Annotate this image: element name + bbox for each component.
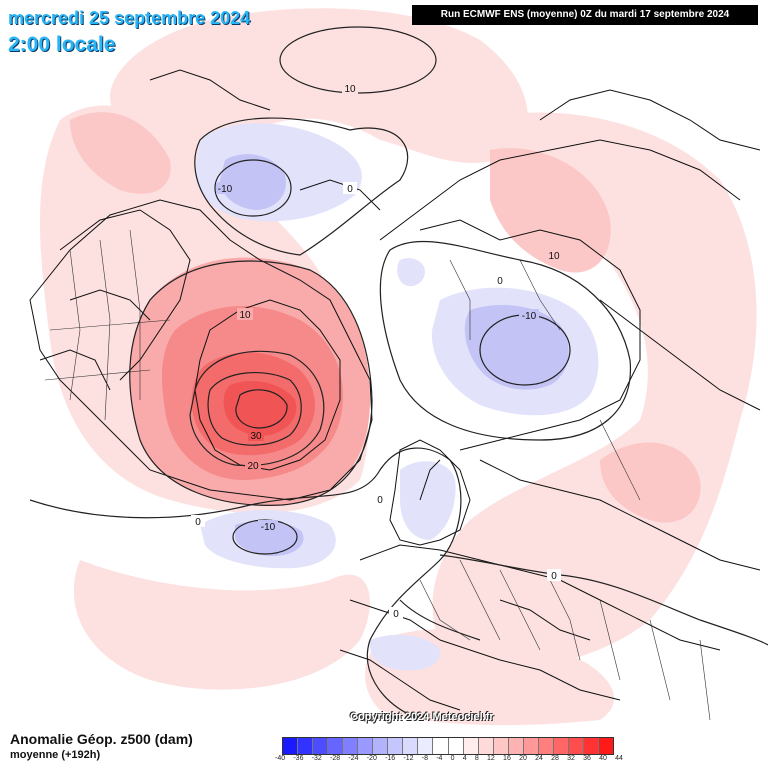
scale-swatch bbox=[508, 738, 524, 754]
scale-tick-label: -4 bbox=[436, 755, 443, 762]
scale-swatch bbox=[283, 738, 299, 754]
scale-swatch bbox=[358, 738, 374, 754]
scale-tick-label: 28 bbox=[551, 755, 559, 762]
copyright-text: Copyright 2024 Meteociel.fr bbox=[350, 711, 494, 723]
scale-tick-label: 36 bbox=[583, 755, 591, 762]
scale-tick-label: 40 bbox=[599, 755, 607, 762]
scale-tick-label: -40 bbox=[275, 755, 286, 762]
forecast-date-title: mercredi 25 septembre 2024 bbox=[8, 8, 251, 28]
legend-subtitle: moyenne (+192h) bbox=[10, 749, 101, 761]
scale-swatch bbox=[463, 738, 479, 754]
label-greenland-thirty: 30 bbox=[250, 431, 262, 442]
scale-tick-label: -28 bbox=[330, 755, 341, 762]
scale-tick-label: 24 bbox=[535, 755, 543, 762]
label-alaska-zero: 0 bbox=[347, 184, 353, 195]
scale-swatch bbox=[538, 738, 554, 754]
scale-swatch bbox=[583, 738, 599, 754]
label-atlantic-zero: 0 bbox=[195, 517, 201, 528]
scale-swatch bbox=[313, 738, 329, 754]
scale-tick-label: -8 bbox=[421, 755, 428, 762]
scale-swatch bbox=[433, 738, 449, 754]
scale-tick-label: -36 bbox=[293, 755, 304, 762]
scale-tick-label: -12 bbox=[403, 755, 414, 762]
scale-tick-label: 12 bbox=[487, 755, 495, 762]
color-scale-bar bbox=[282, 737, 614, 755]
color-scale-ticks: -40 -36 -32 -28 -24 -20 -16 -12 -8 -4 0 4 8 12 16 20 24 2… bbox=[275, 755, 623, 762]
scale-swatch bbox=[493, 738, 509, 754]
scale-swatch bbox=[328, 738, 344, 754]
scale-tick-label: -32 bbox=[311, 755, 322, 762]
scale-swatch bbox=[343, 738, 359, 754]
label-asia-ten: 10 bbox=[548, 251, 560, 262]
negative-anomaly-fields bbox=[195, 123, 599, 671]
scale-tick-label: 20 bbox=[519, 755, 527, 762]
label-siberia-low: -10 bbox=[522, 311, 537, 322]
scale-tick-label: -20 bbox=[366, 755, 377, 762]
label-barents-zero: 0 bbox=[497, 276, 503, 287]
label-atlantic-low: -10 bbox=[261, 522, 276, 533]
scale-swatch bbox=[388, 738, 404, 754]
model-run-info: Run ECMWF ENS (moyenne) 0Z du mardi 17 s… bbox=[412, 5, 758, 25]
label-scandi-zero: 0 bbox=[377, 495, 383, 506]
scale-swatch bbox=[373, 738, 389, 754]
scale-tick-label: 8 bbox=[474, 755, 479, 762]
label-europe-zero-right: 0 bbox=[551, 571, 557, 582]
medium-positive-fields bbox=[70, 112, 701, 523]
scale-tick-label: 32 bbox=[567, 755, 575, 762]
contour-labels: 10 -10 0 10 0 -10 10 30 20 0 -10 0 0 0 bbox=[191, 82, 562, 620]
scale-swatch bbox=[598, 738, 614, 754]
scale-tick-label: 0 bbox=[450, 755, 455, 762]
scale-tick-label: 44 bbox=[615, 755, 623, 762]
scale-swatch bbox=[478, 738, 494, 754]
label-canada-ten: 10 bbox=[239, 310, 251, 321]
scale-swatch bbox=[553, 738, 569, 754]
scale-swatch bbox=[298, 738, 314, 754]
scale-tick-label: 4 bbox=[462, 755, 467, 762]
label-alaska-low: -10 bbox=[218, 184, 233, 195]
legend-title: Anomalie Géop. z500 (dam) bbox=[10, 731, 193, 747]
scale-swatch bbox=[568, 738, 584, 754]
label-europe-zero-left: 0 bbox=[393, 609, 399, 620]
scale-tick-label: -16 bbox=[385, 755, 396, 762]
scale-swatch bbox=[403, 738, 419, 754]
scale-tick-label: -24 bbox=[348, 755, 359, 762]
label-greenland-twenty: 20 bbox=[247, 461, 259, 472]
contour-lines bbox=[29, 26, 768, 716]
scale-tick-label: 16 bbox=[503, 755, 511, 762]
forecast-time-title: 2:00 locale bbox=[8, 33, 116, 56]
scale-swatch bbox=[448, 738, 464, 754]
scale-swatch bbox=[523, 738, 539, 754]
scale-swatch bbox=[418, 738, 434, 754]
label-top-north: 10 bbox=[344, 84, 356, 95]
